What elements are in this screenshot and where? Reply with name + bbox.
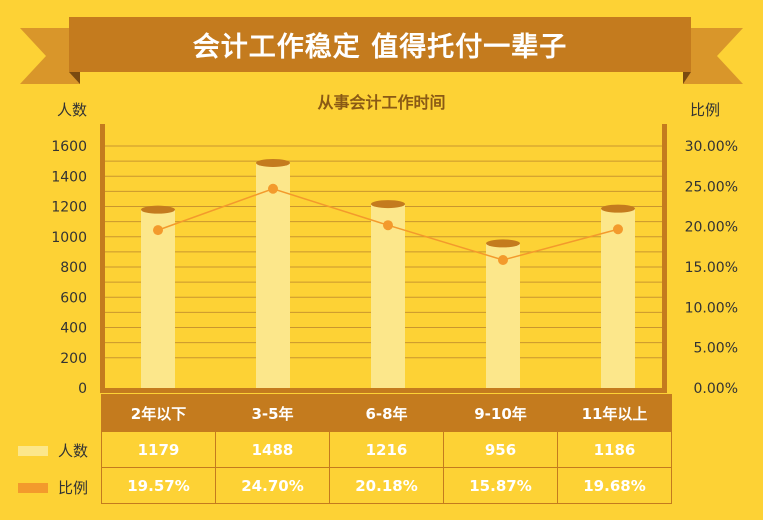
y-tick-label: 800 (60, 260, 87, 276)
table-cell: 15.87% (443, 467, 558, 504)
table-cell: 1179 (101, 431, 216, 468)
y2-axis-title: 比例 (690, 101, 721, 119)
table-cell: 19.68% (557, 467, 672, 504)
bars (141, 158, 635, 388)
table-header-cell: 11年以上 (557, 394, 672, 432)
bar-cap (601, 204, 635, 213)
legend-swatch-ratio (18, 482, 48, 493)
table-cell: 19.57% (101, 467, 216, 504)
table-header-cell: 6-8年 (329, 394, 444, 432)
y2-tick-label: 5.00% (694, 341, 738, 357)
y-tick-label: 1400 (51, 169, 87, 185)
bar (601, 208, 635, 388)
table-header-cell: 3-5年 (215, 394, 330, 432)
table-cell: 20.18% (329, 467, 444, 504)
y-tick-label: 0 (78, 381, 87, 397)
table-header-cell: 2年以下 (101, 394, 216, 432)
bar-cap (141, 205, 175, 214)
ratio-line (153, 183, 623, 265)
table-cell: 24.70% (215, 467, 330, 504)
ratio-point (383, 220, 393, 231)
legend-item-ratio: 比例 (18, 477, 88, 498)
legend-swatch-count (18, 445, 48, 456)
table-cell: 1186 (557, 431, 672, 468)
y-tick-label: 400 (60, 321, 87, 337)
left-axis (100, 124, 105, 392)
data-table: 2年以下 3-5年 6-8年 9-10年 11年以上 1179 1488 121… (101, 394, 672, 504)
bar (256, 162, 290, 388)
ribbon-right-tail (683, 28, 743, 84)
ratio-point (268, 183, 278, 194)
ribbon-left-tail (20, 28, 80, 84)
y2-tick-label: 0.00% (694, 381, 738, 397)
chart-title: 从事会计工作时间 (317, 93, 446, 112)
y-tick-label: 1000 (51, 230, 87, 246)
y-tick-label: 1600 (51, 139, 87, 155)
tick-labels: 0 200 400 600 800 1000 1200 1400 1600 0.00% 5.00% 1… (51, 139, 738, 397)
y-axis-title: 人数 (57, 101, 88, 119)
right-axis (662, 124, 667, 392)
x-axis (100, 388, 667, 393)
ratio-point (153, 225, 163, 236)
y-tick-label: 600 (60, 290, 87, 306)
table-row-ratio: 19.57% 24.70% 20.18% 15.87% 19.68% (101, 467, 672, 504)
bar-cap (256, 158, 290, 167)
ribbon-left-fold (69, 72, 80, 84)
ratio-point (613, 224, 623, 235)
table-cell: 1216 (329, 431, 444, 468)
y2-tick-label: 30.00% (685, 139, 738, 155)
legend-label: 人数 (58, 442, 89, 460)
y2-tick-label: 25.00% (685, 179, 738, 195)
y-tick-label: 200 (60, 351, 87, 367)
y2-tick-label: 15.00% (685, 260, 738, 276)
table-header-row: 2年以下 3-5年 6-8年 9-10年 11年以上 (101, 394, 672, 432)
table-cell: 956 (443, 431, 558, 468)
table-row-count: 1179 1488 1216 956 1186 (101, 431, 672, 468)
bar (371, 204, 405, 388)
bar-cap (486, 239, 520, 248)
y2-tick-label: 20.00% (685, 220, 738, 236)
banner-title: 会计工作稳定 值得托付一辈子 (69, 17, 691, 72)
y2-tick-label: 10.00% (685, 300, 738, 316)
bar (486, 243, 520, 388)
banner: 会计工作稳定 值得托付一辈子 (0, 0, 763, 90)
table-cell: 1488 (215, 431, 330, 468)
ribbon-right-fold (683, 72, 691, 84)
bar (141, 209, 175, 388)
y-tick-label: 1200 (51, 200, 87, 216)
legend-label: 比例 (58, 479, 89, 497)
table-header-cell: 9-10年 (443, 394, 558, 432)
legend-item-count: 人数 (18, 440, 88, 461)
bar-cap (371, 200, 405, 209)
ratio-point (498, 254, 508, 265)
